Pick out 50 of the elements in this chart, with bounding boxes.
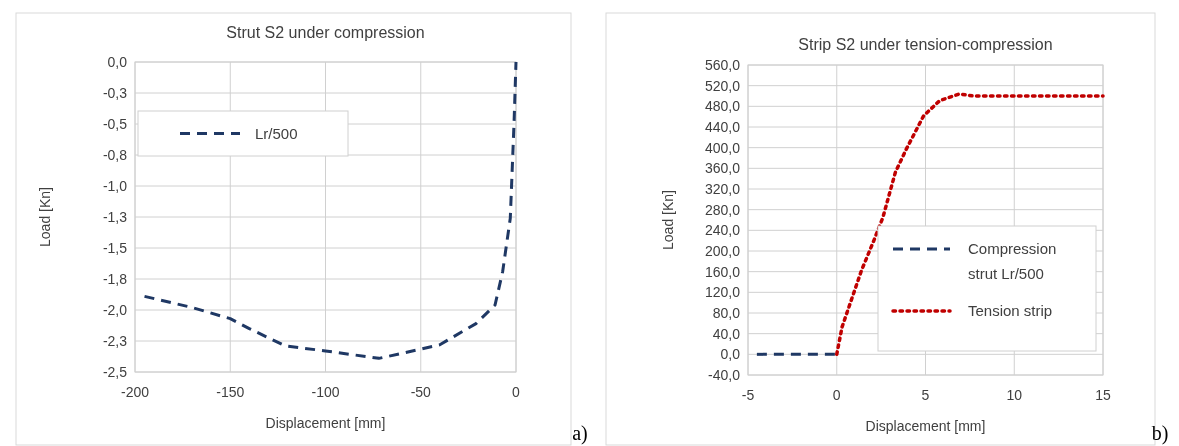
y-tick-label: 360,0 [704, 160, 741, 177]
x-tick-label: -100 [311, 384, 340, 400]
y-tick-label: -2,0 [102, 301, 128, 318]
chart-title: Strut S2 under compression [226, 24, 425, 41]
x-tick-label: 0 [832, 387, 841, 403]
y-tick-label: 480,0 [704, 98, 741, 115]
x-tick-label: -200 [120, 384, 150, 400]
y-axis-title: Load [Kn] [37, 187, 53, 247]
y-tick-label: -1,3 [102, 208, 128, 225]
x-tick-label: -5 [741, 387, 755, 403]
y-axis-title: Load [Kn] [660, 190, 676, 250]
y-tick-label: 440,0 [704, 118, 741, 135]
legend-label: Tension strip [968, 302, 1053, 320]
text: b) [1151, 422, 1169, 445]
x-tick-label: 10 [1006, 387, 1023, 403]
legend-label: Compression strut Lr/500 [968, 240, 1057, 283]
y-tick-label: -0,8 [102, 146, 128, 163]
y-tick-label: 40,0 [712, 325, 741, 342]
y-tick-label: -0,3 [102, 84, 128, 101]
y-tick-label: 320,0 [704, 180, 741, 197]
x-tick-label: 15 [1095, 387, 1111, 403]
y-tick-label: 560,0 [704, 56, 741, 73]
y-tick-label: 400,0 [704, 139, 741, 156]
y-tick-label: 0,0 [107, 53, 128, 70]
x-axis-title: Displacement [mm] [265, 415, 386, 431]
text: a) [572, 422, 588, 445]
y-tick-label: 80,0 [712, 304, 741, 321]
y-tick-label: -1,0 [102, 177, 128, 194]
x-tick-label: 5 [921, 387, 930, 403]
chart-title: Strip S2 under tension-compression [798, 36, 1053, 53]
y-tick-label: 0,0 [720, 346, 741, 363]
y-tick-label: -1,8 [102, 270, 128, 287]
y-tick-label: 200,0 [704, 242, 741, 259]
y-tick-label: 160,0 [704, 263, 741, 280]
y-tick-label: 120,0 [704, 284, 741, 301]
y-tick-label: 520,0 [704, 77, 741, 94]
x-axis-title: Displacement [mm] [865, 418, 986, 434]
y-tick-label: -40,0 [708, 366, 741, 383]
legend-label: Lr/500 [255, 124, 298, 142]
x-tick-label: -150 [216, 384, 245, 400]
line-series [835, 92, 1105, 357]
y-tick-label: 280,0 [704, 201, 741, 218]
line-series [143, 60, 518, 360]
y-tick-label: -2,3 [102, 332, 128, 349]
y-tick-label: -2,5 [102, 363, 128, 380]
y-tick-label: -0,5 [102, 115, 128, 132]
x-tick-label: -50 [410, 384, 432, 400]
y-tick-label: 240,0 [704, 222, 741, 239]
x-tick-label: 0 [512, 384, 521, 400]
y-tick-label: -1,5 [102, 239, 128, 256]
